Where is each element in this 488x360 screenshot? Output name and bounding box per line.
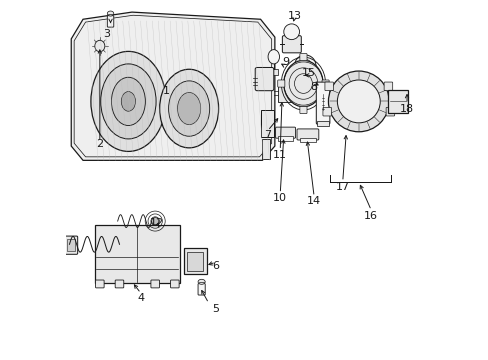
Polygon shape (71, 12, 274, 160)
FancyBboxPatch shape (107, 16, 114, 27)
Ellipse shape (160, 69, 218, 148)
Text: 4: 4 (137, 293, 144, 303)
FancyBboxPatch shape (316, 82, 329, 124)
Ellipse shape (283, 60, 323, 107)
FancyBboxPatch shape (65, 236, 78, 254)
Text: 7: 7 (264, 130, 271, 140)
FancyBboxPatch shape (277, 80, 285, 87)
Text: 10: 10 (273, 193, 286, 203)
Circle shape (337, 80, 380, 123)
FancyBboxPatch shape (67, 239, 75, 251)
FancyBboxPatch shape (95, 280, 104, 288)
Ellipse shape (267, 50, 279, 64)
Circle shape (283, 24, 299, 40)
Text: 14: 14 (306, 197, 321, 206)
Text: 15: 15 (301, 68, 315, 78)
Text: 8: 8 (310, 82, 317, 92)
Text: 17: 17 (335, 182, 349, 192)
FancyBboxPatch shape (275, 127, 295, 138)
FancyBboxPatch shape (386, 107, 394, 116)
FancyBboxPatch shape (260, 111, 274, 137)
Circle shape (298, 59, 311, 72)
FancyBboxPatch shape (322, 80, 328, 87)
FancyBboxPatch shape (115, 280, 123, 288)
FancyBboxPatch shape (255, 67, 273, 91)
FancyBboxPatch shape (299, 54, 306, 61)
Text: 11: 11 (273, 150, 286, 160)
Text: 13: 13 (287, 11, 301, 21)
Text: 18: 18 (399, 104, 413, 113)
FancyBboxPatch shape (278, 136, 292, 141)
Ellipse shape (177, 93, 201, 125)
FancyBboxPatch shape (261, 139, 269, 158)
FancyBboxPatch shape (170, 280, 179, 288)
FancyBboxPatch shape (296, 129, 318, 140)
Text: 5: 5 (212, 303, 219, 314)
FancyBboxPatch shape (277, 84, 292, 102)
FancyBboxPatch shape (198, 284, 205, 295)
FancyBboxPatch shape (299, 107, 306, 113)
Ellipse shape (101, 64, 156, 139)
Text: 3: 3 (103, 28, 110, 39)
Text: 16: 16 (364, 211, 378, 221)
Circle shape (151, 217, 159, 225)
Text: 12: 12 (150, 218, 163, 228)
FancyBboxPatch shape (282, 36, 301, 53)
FancyBboxPatch shape (95, 225, 180, 283)
Ellipse shape (107, 11, 114, 16)
Ellipse shape (91, 51, 165, 152)
FancyBboxPatch shape (184, 248, 206, 274)
Ellipse shape (95, 40, 104, 52)
Ellipse shape (121, 91, 135, 111)
Ellipse shape (111, 77, 145, 126)
FancyBboxPatch shape (151, 280, 159, 288)
Text: 9: 9 (282, 57, 288, 67)
FancyBboxPatch shape (387, 90, 407, 113)
FancyBboxPatch shape (322, 107, 331, 116)
Text: 1: 1 (162, 86, 169, 96)
FancyBboxPatch shape (316, 121, 328, 126)
FancyBboxPatch shape (187, 252, 203, 271)
Ellipse shape (198, 279, 205, 284)
Circle shape (328, 71, 388, 132)
FancyBboxPatch shape (299, 138, 315, 143)
FancyBboxPatch shape (384, 82, 392, 91)
Text: 2: 2 (96, 139, 103, 149)
Ellipse shape (168, 81, 209, 136)
Circle shape (294, 55, 315, 76)
FancyBboxPatch shape (269, 69, 278, 75)
Text: 6: 6 (212, 261, 219, 271)
FancyBboxPatch shape (324, 82, 333, 91)
